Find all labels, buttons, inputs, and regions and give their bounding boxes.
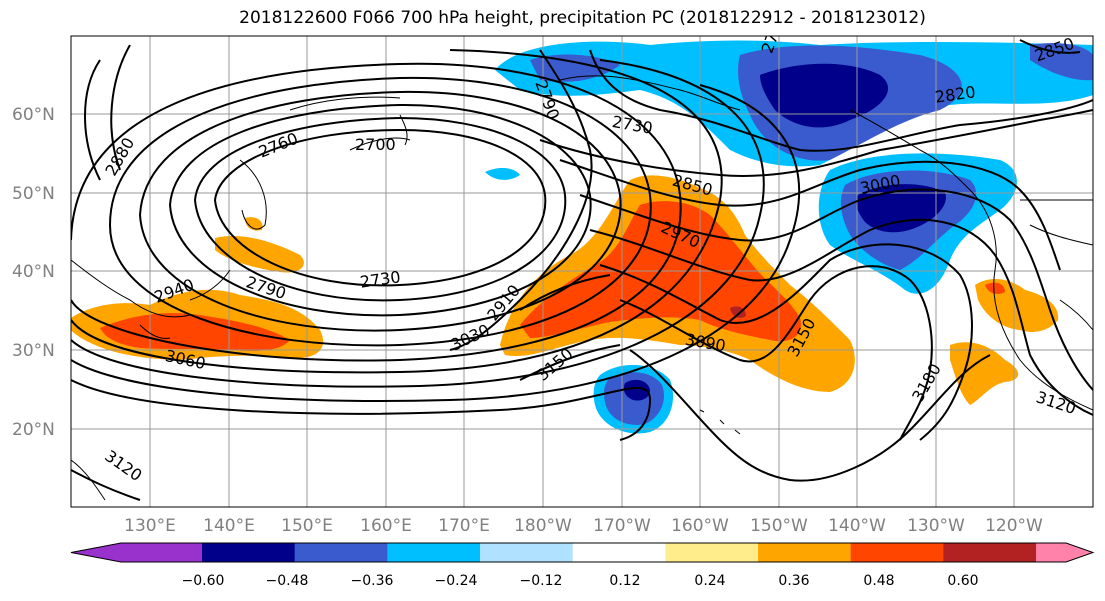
lon-label: 160°W [671,516,729,536]
lat-label: 60°N [12,105,55,125]
colorbar-segment [387,543,481,562]
lat-label: 50°N [12,184,55,204]
lon-label: 150°W [750,516,808,536]
map-title: 2018122600 F066 700 hPa height, precipit… [239,8,926,28]
colorbar-segment [572,543,666,562]
colorbar-tick-label: 0.36 [778,573,809,589]
colorbar-tick-label: −0.24 [435,573,478,589]
colorbar-tick-label: −0.12 [520,573,563,589]
colorbar-tick-label: 0.12 [609,573,640,589]
lon-label: 120°W [985,516,1043,536]
longitude-labels: 130°E 140°E 150°E 160°E 170°E 180°W 170°… [124,516,1043,536]
contour-label: 2700 [355,135,396,154]
graticule [71,36,1093,507]
lon-label: 140°W [828,516,886,536]
lon-label: 140°E [203,516,255,536]
colorbar-segment [850,543,944,562]
colorbar-segment [665,543,759,562]
colorbar-tick-label: −0.48 [266,573,309,589]
colorbar [70,542,1095,563]
colorbar-segment [758,543,852,562]
colorbar-tick-label: 0.24 [694,573,725,589]
lon-label: 160°E [360,516,412,536]
lat-label: 40°N [12,262,55,282]
lon-label: 180°W [514,516,572,536]
colorbar-tick-label: −0.60 [182,573,225,589]
colorbar-segment [202,543,296,562]
colorbar-tick-label: −0.36 [351,573,394,589]
lon-label: 130°W [907,516,965,536]
lat-label: 20°N [12,420,55,440]
colorbar-tick-labels: −0.60 −0.48 −0.36 −0.24 −0.12 0.12 0.24 … [182,573,979,589]
lat-label: 30°N [12,341,55,361]
colorbar-tick-label: 0.60 [947,573,978,589]
lon-label: 170°E [438,516,490,536]
height-contours [71,39,1093,501]
colorbar-segment [71,543,202,562]
map-frame [70,35,1094,508]
colorbar-outline [70,542,1095,563]
colorbar-segment [943,543,1037,562]
lon-label: 130°E [124,516,176,536]
latitude-labels: 60°N 50°N 40°N 30°N 20°N [12,105,55,440]
colorbar-tick-label: 0.48 [863,573,894,589]
colorbar-segment [480,543,574,562]
lon-label: 150°E [281,516,333,536]
colorbar-segment [1036,543,1093,562]
colorbar-segment [294,543,388,562]
lon-label: 170°W [593,516,651,536]
